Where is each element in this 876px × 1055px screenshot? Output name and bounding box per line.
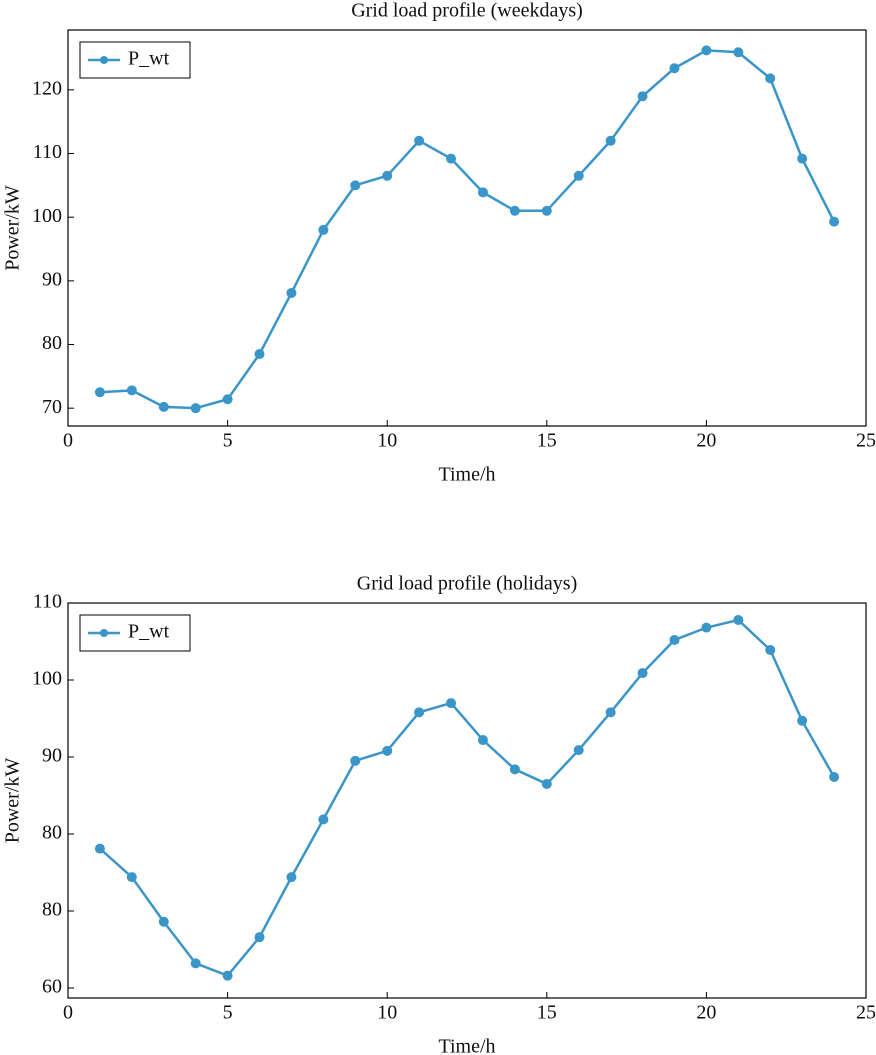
x-tick-label: 10	[377, 1002, 397, 1024]
y-axis-label: Power/kW	[2, 758, 24, 844]
data-point	[733, 47, 744, 58]
data-point	[414, 135, 425, 146]
y-tick-label: 110	[33, 591, 62, 613]
y-tick-label: 100	[32, 668, 62, 690]
legend-marker	[100, 56, 108, 64]
series-line	[99, 49, 836, 410]
data-point	[318, 814, 329, 825]
data-point	[573, 745, 584, 756]
data-point	[126, 872, 137, 883]
y-tick-label: 60	[42, 976, 62, 998]
data-point	[254, 349, 265, 360]
data-point	[477, 187, 488, 198]
x-tick-label: 0	[63, 1002, 73, 1024]
y-tick-label: 90	[42, 745, 62, 767]
x-tick-label: 0	[63, 430, 73, 452]
data-point	[669, 634, 680, 645]
x-axis-label: Time/h	[438, 1036, 495, 1055]
data-point	[733, 614, 744, 625]
y-tick-label: 80	[42, 822, 62, 844]
data-point	[222, 970, 233, 981]
data-point	[509, 205, 520, 216]
data-point	[797, 715, 808, 726]
data-point	[222, 394, 233, 405]
data-point	[158, 401, 169, 412]
data-point	[446, 153, 457, 164]
plot-frame	[67, 602, 867, 999]
plot-frame	[67, 29, 867, 427]
data-point	[573, 170, 584, 181]
data-point	[477, 735, 488, 746]
data-point	[765, 644, 776, 655]
y-tick-label: 110	[33, 141, 62, 163]
data-point	[382, 170, 393, 181]
chart-title: Grid load profile (weekdays)	[351, 0, 583, 22]
legend-label: P_wt	[128, 48, 170, 70]
data-point	[350, 180, 361, 191]
data-point	[286, 287, 297, 298]
data-point	[350, 755, 361, 766]
data-point	[254, 932, 265, 943]
data-point	[765, 73, 776, 84]
x-tick-label: 15	[537, 430, 557, 452]
x-tick-label: 5	[223, 430, 233, 452]
data-point	[286, 872, 297, 883]
y-tick-label: 80	[42, 899, 62, 921]
x-tick-label: 20	[696, 430, 716, 452]
data-point	[637, 668, 648, 679]
data-point	[446, 698, 457, 709]
data-point	[797, 153, 808, 164]
x-tick-label: 15	[537, 1002, 557, 1024]
x-axis-label: Time/h	[438, 464, 495, 486]
data-point	[94, 843, 105, 854]
data-point	[669, 63, 680, 74]
x-tick-label: 5	[223, 1002, 233, 1024]
x-tick-label: 25	[856, 430, 876, 452]
data-point	[829, 216, 840, 227]
data-point	[158, 916, 169, 927]
y-tick-label: 100	[32, 205, 62, 227]
y-tick-label: 80	[42, 332, 62, 354]
x-tick-label: 20	[696, 1002, 716, 1024]
series-line	[99, 618, 836, 978]
data-point	[126, 385, 137, 396]
data-point	[605, 135, 616, 146]
data-point	[637, 91, 648, 102]
x-tick-label: 10	[377, 430, 397, 452]
data-point	[701, 45, 712, 56]
data-point	[318, 224, 329, 235]
y-tick-label: 70	[42, 396, 62, 418]
data-point	[190, 403, 201, 414]
data-point	[605, 707, 616, 718]
x-tick-label: 25	[856, 1002, 876, 1024]
chart-title: Grid load profile (holidays)	[357, 573, 578, 595]
data-point	[414, 707, 425, 718]
y-axis-label: Power/kW	[2, 185, 24, 271]
legend-label: P_wt	[128, 621, 170, 643]
legend-marker	[100, 629, 108, 637]
data-point	[190, 958, 201, 969]
data-point	[701, 622, 712, 633]
data-point	[94, 387, 105, 398]
data-point	[509, 764, 520, 775]
y-tick-label: 120	[32, 77, 62, 99]
data-point	[382, 745, 393, 756]
data-point	[541, 205, 552, 216]
y-tick-label: 90	[42, 268, 62, 290]
data-point	[541, 778, 552, 789]
data-point	[829, 772, 840, 783]
